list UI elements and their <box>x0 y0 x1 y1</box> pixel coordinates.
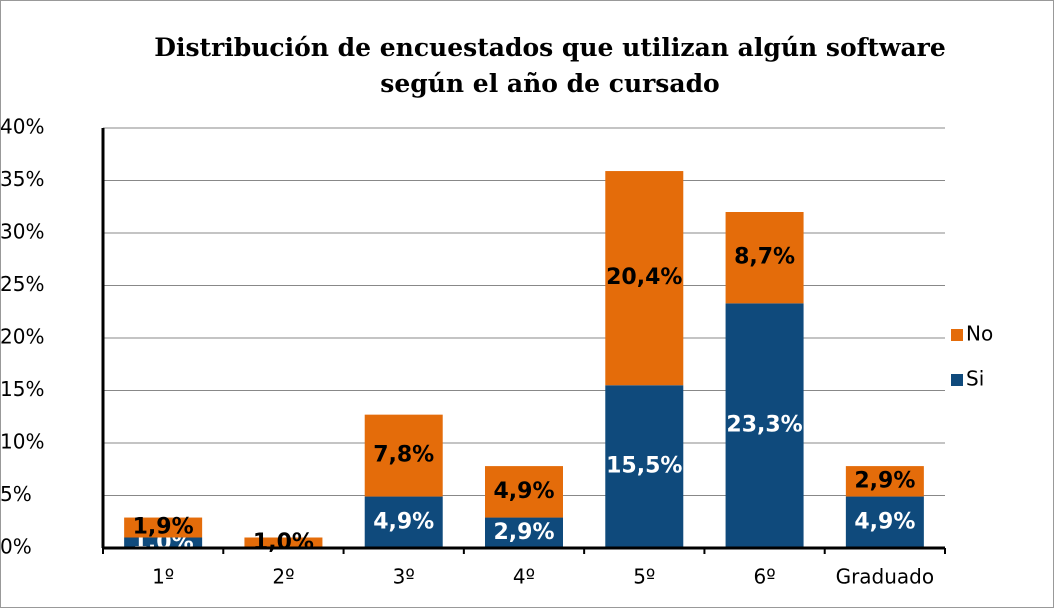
x-tick-label: 2º <box>272 565 294 589</box>
data-label: 23,3% <box>726 413 802 438</box>
bar-segment <box>845 466 924 497</box>
bar-segment <box>124 537 203 548</box>
y-tick-label: 5% <box>0 482 32 506</box>
bar-segment <box>605 171 684 386</box>
legend-swatch <box>951 329 963 341</box>
data-label: 15,5% <box>606 454 682 479</box>
y-tick-label: 25% <box>0 272 44 296</box>
x-tick-label: 1º <box>152 565 174 589</box>
data-label: 7,8% <box>373 443 434 468</box>
bar-segment <box>364 414 443 497</box>
legend-label: Si <box>966 367 984 391</box>
data-label: 4,9% <box>373 509 434 534</box>
bar-segment <box>845 496 924 548</box>
x-tick-label: Graduado <box>836 565 935 589</box>
y-tick-label: 10% <box>0 430 44 454</box>
y-tick-label: 35% <box>0 167 44 191</box>
legend-label: No <box>966 322 993 346</box>
data-label: 2,9% <box>854 468 915 493</box>
bar-segment <box>244 537 323 548</box>
bar-segment <box>364 496 443 548</box>
y-tick-label: 0% <box>0 535 32 559</box>
chart-title: Distribución de encuestados que utilizan… <box>154 33 946 98</box>
data-label: 8,7% <box>734 245 795 270</box>
bar-segment <box>485 466 563 518</box>
bar-segment <box>725 303 804 548</box>
data-label: 4,9% <box>854 509 915 534</box>
x-tick-label: 5º <box>633 565 655 589</box>
data-label: 20,4% <box>606 265 682 290</box>
y-tick-label: 40% <box>0 115 44 139</box>
data-label: 4,9% <box>493 479 554 504</box>
data-label: 1,0% <box>253 530 314 555</box>
legend-swatch <box>951 374 963 386</box>
x-tick-label: 6º <box>753 565 775 589</box>
x-tick-label: 4º <box>513 565 535 589</box>
x-tick-label: 3º <box>393 565 415 589</box>
y-tick-label: 15% <box>0 377 44 401</box>
bar-segment <box>605 385 684 548</box>
data-label: 2,9% <box>493 520 554 545</box>
data-label: 1,9% <box>133 515 194 540</box>
bar-segment <box>725 212 804 304</box>
y-tick-label: 20% <box>0 325 44 349</box>
y-tick-label: 30% <box>0 220 44 244</box>
bar-segment <box>485 517 563 548</box>
bar-segment <box>124 517 203 538</box>
